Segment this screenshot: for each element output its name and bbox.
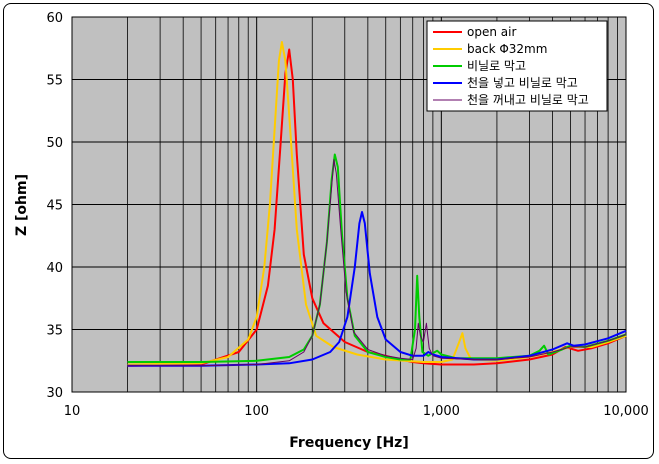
y-tick-label: 50 bbox=[46, 136, 63, 151]
x-tick-label: 10 bbox=[64, 404, 81, 419]
y-tick-label: 55 bbox=[46, 74, 63, 89]
legend-label-3: 비닐로 막고 bbox=[467, 59, 526, 73]
y-tick-label: 40 bbox=[46, 261, 63, 276]
legend-label-5: 천을 꺼내고 비닐로 막고 bbox=[467, 92, 589, 107]
y-tick-label: 30 bbox=[46, 386, 63, 401]
grid-lines bbox=[71, 16, 627, 393]
x-tick-label: 10,000 bbox=[603, 404, 649, 419]
y-tick-label: 60 bbox=[46, 11, 63, 26]
y-axis-title: Z [ohm] bbox=[14, 174, 30, 236]
series-group bbox=[127, 41, 627, 367]
legend-label-2: back Φ32mm bbox=[467, 42, 547, 56]
x-axis-title: Frequency [Hz] bbox=[289, 435, 408, 451]
series-line-4 bbox=[127, 211, 627, 367]
series-line-5 bbox=[127, 159, 627, 367]
legend-label-4: 천을 넣고 비닐로 막고 bbox=[467, 75, 578, 90]
x-tick-label: 100 bbox=[244, 404, 269, 419]
y-tick-label: 45 bbox=[46, 199, 63, 214]
x-tick-labels: 10 100 1,000 10,000 bbox=[64, 404, 649, 419]
y-tick-labels: 30 35 40 45 50 55 60 bbox=[46, 11, 63, 401]
y-tick-label: 35 bbox=[46, 324, 63, 339]
x-tick-label: 1,000 bbox=[423, 404, 460, 419]
legend-label-1: open air bbox=[467, 25, 516, 39]
